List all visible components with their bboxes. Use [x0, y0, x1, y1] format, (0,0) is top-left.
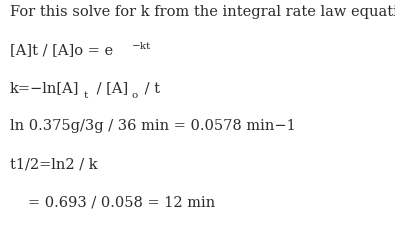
Text: / t: / t [140, 81, 160, 95]
Text: t: t [84, 91, 88, 100]
Text: = 0.693 / 0.058 = 12 min: = 0.693 / 0.058 = 12 min [28, 195, 215, 209]
Text: −kt: −kt [132, 42, 151, 51]
Text: t1/2=ln2 / k: t1/2=ln2 / k [10, 157, 98, 171]
Text: / [A]: / [A] [92, 81, 128, 95]
Text: [A]t / [A]o = e: [A]t / [A]o = e [10, 43, 113, 57]
Text: o: o [132, 91, 138, 100]
Text: ln 0.375g/3g / 36 min = 0.0578 min−1: ln 0.375g/3g / 36 min = 0.0578 min−1 [10, 119, 296, 133]
Text: For this solve for k from the integral rate law equation ;: For this solve for k from the integral r… [10, 5, 395, 19]
Text: k=−ln[A]: k=−ln[A] [10, 81, 79, 95]
